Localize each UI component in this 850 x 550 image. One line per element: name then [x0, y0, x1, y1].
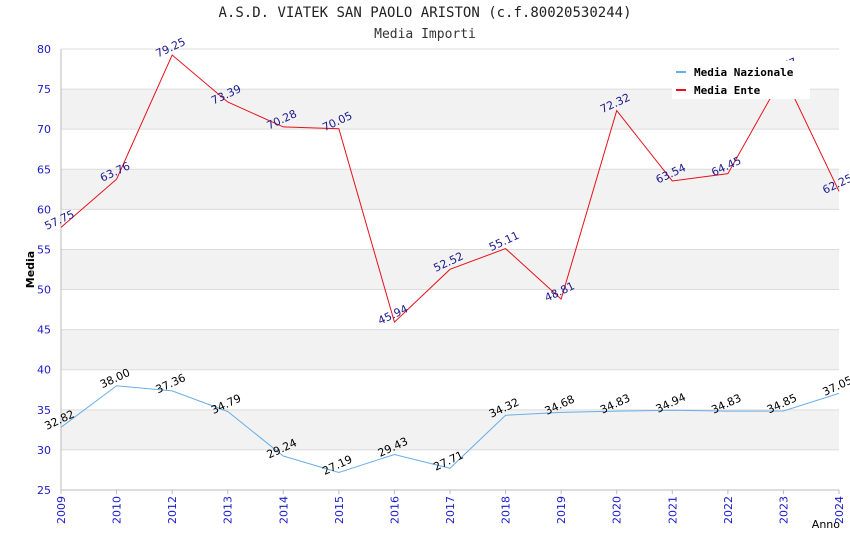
- chart-subtitle: Media Importi: [374, 27, 476, 42]
- x-tick-label: 2018: [500, 496, 513, 524]
- x-tick-label: 2023: [777, 496, 790, 524]
- data-label: 37.36: [154, 371, 188, 396]
- y-tick-label: 80: [37, 43, 51, 56]
- legend-swatch-nazionale: [676, 71, 686, 73]
- x-tick-label: 2021: [666, 496, 679, 524]
- y-tick-label: 65: [37, 163, 51, 176]
- data-label: 27.19: [320, 453, 354, 478]
- x-tick-label: 2010: [111, 496, 124, 524]
- series-line-1: [60, 54, 840, 324]
- y-tick-label: 75: [37, 83, 51, 96]
- chart-title: A.S.D. VIATEK SAN PAOLO ARISTON (c.f.800…: [218, 5, 632, 21]
- data-label: 79.25: [154, 35, 188, 60]
- y-tick-label: 35: [37, 404, 51, 417]
- series-line-0: [60, 385, 840, 473]
- legend: Media Nazionale Media Ente: [672, 61, 810, 99]
- grid-band: [61, 329, 839, 370]
- x-tick-label: 2020: [611, 496, 624, 524]
- y-tick-label: 40: [37, 364, 51, 377]
- data-label: 27.71: [431, 449, 465, 474]
- x-tick-label: 2014: [277, 496, 290, 524]
- x-tick-label: 2019: [555, 496, 568, 524]
- y-tick-label: 60: [37, 203, 51, 216]
- legend-label-nazionale: Media Nazionale: [694, 65, 794, 79]
- x-tick-label: 2009: [55, 496, 68, 524]
- x-tick-label: 2013: [222, 496, 235, 524]
- legend-item-nazionale: Media Nazionale: [676, 64, 793, 80]
- y-tick-label: 30: [37, 444, 51, 457]
- x-tick-label: 2016: [388, 496, 401, 524]
- x-tick-label: 2012: [166, 496, 179, 524]
- legend-swatch-ente: [676, 89, 686, 91]
- y-tick-label: 55: [37, 243, 51, 256]
- legend-label-ente: Media Ente: [694, 83, 761, 97]
- grid-band: [61, 409, 839, 450]
- y-tick-label: 45: [37, 324, 51, 337]
- y-tick-label: 50: [37, 284, 51, 297]
- y-axis-title: Media: [24, 251, 37, 288]
- x-tick-label: 2015: [333, 496, 346, 524]
- y-tick-label: 70: [37, 123, 51, 136]
- x-tick-label: 2017: [444, 496, 457, 524]
- x-axis-title: Anno: [812, 518, 840, 531]
- x-tick-label: 2024: [833, 496, 846, 524]
- x-tick-label: 2022: [722, 496, 735, 524]
- y-tick-label: 25: [37, 484, 51, 497]
- legend-item-ente: Media Ente: [676, 82, 760, 98]
- data-label: 45.94: [376, 302, 410, 327]
